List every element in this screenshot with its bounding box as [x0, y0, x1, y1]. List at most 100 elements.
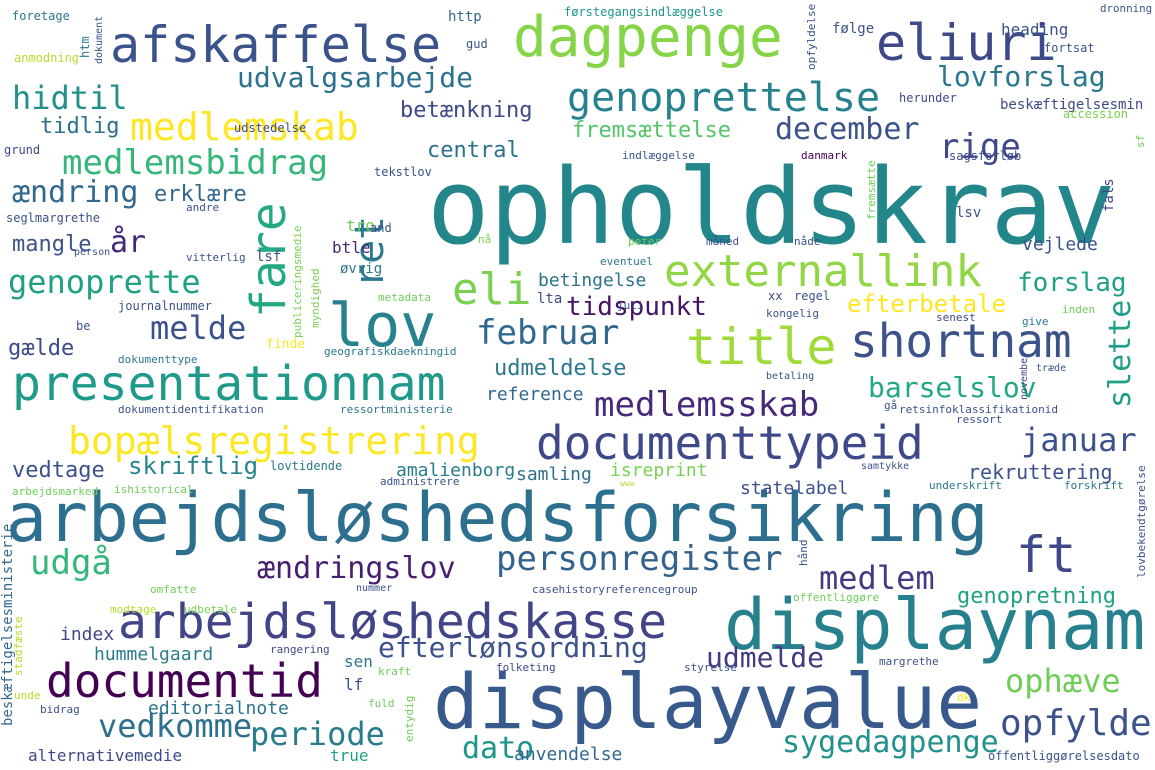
word-tekstlov: tekstlov — [374, 165, 432, 179]
word-geografiskdaekningid: geografiskdaekningid — [324, 345, 457, 358]
word-opfylde: opfylde — [1000, 703, 1152, 744]
word-barselslov: barselslov — [868, 371, 1037, 404]
word-nade: nåde — [794, 235, 821, 248]
word-december: december — [775, 112, 920, 147]
word-eliuri: eliuri — [876, 14, 1057, 72]
word-www: www — [620, 479, 635, 488]
word-mangle: mangle — [12, 232, 92, 257]
word-title: title — [686, 318, 837, 376]
word-stadfaeste: stadfæste — [12, 616, 25, 676]
word-lov: lov — [328, 291, 437, 361]
word-folketing: folketing — [496, 661, 556, 674]
word-sagsforlob: sagsforløb — [949, 149, 1022, 163]
word-anmodning: anmodning — [14, 51, 80, 65]
word-retsinfoklassifikationid: retsinfoklassifikationid — [899, 403, 1058, 416]
word-presentationnam: presentationnam — [12, 356, 446, 412]
word-opfyldelse: opfyldelse — [805, 3, 818, 70]
word-offentliggore: offentliggøre — [793, 591, 880, 604]
word-efterlonsordning: efterlønsordning — [378, 631, 648, 664]
word-ressort: ressort — [956, 413, 1003, 426]
word-dk: dk — [957, 691, 971, 704]
word-editorialnote: editorialnote — [148, 698, 289, 719]
word-documenttypeid: documenttypeid — [536, 416, 924, 470]
word-http: http — [448, 9, 482, 25]
word-udga: udgå — [30, 543, 112, 583]
word-kongelig: kongelig — [766, 307, 819, 320]
word-udmelde: udmelde — [706, 641, 825, 674]
word-grund: grund — [4, 143, 41, 157]
word-januar: januar — [1021, 421, 1137, 459]
word-person: person — [74, 247, 111, 258]
word-amalienborg: amalienborg — [396, 460, 516, 481]
word-forstegangsindlaeggelse: førstegangsindlæggelse — [564, 5, 723, 19]
word-be: be — [76, 319, 91, 333]
word-styrelse: styrelse — [684, 661, 737, 674]
word-xx: xx — [768, 289, 783, 303]
word-genoprette: genoprette — [8, 263, 201, 301]
word-margrethe: margrethe — [879, 655, 939, 668]
word-eli: eli — [452, 264, 532, 315]
word-udmeldelse: udmeldelse — [494, 356, 627, 381]
word-seglmargrethe: seglmargrethe — [6, 211, 100, 225]
word-ga: gå — [884, 399, 898, 412]
word-metadata: metadata — [378, 291, 431, 304]
word-documentid: documentid — [46, 654, 323, 708]
word-gud: gud — [466, 37, 488, 51]
word-ishistorical: ishistorical — [114, 483, 194, 496]
word-februar: februar — [476, 313, 620, 353]
word-udvalgsarbejde: udvalgsarbejde — [237, 61, 474, 94]
word-periode: periode — [250, 715, 385, 753]
word-central: central — [427, 138, 520, 163]
word-fortsat: fortsat — [1044, 41, 1095, 55]
word-udbetale: udbetale — [184, 603, 237, 616]
word-traede: træde — [1036, 363, 1067, 374]
word-fals: fals — [1101, 178, 1117, 212]
word-anvendelse: anvendelse — [514, 744, 623, 765]
word-lf: lf — [344, 675, 364, 694]
word-vejlede: vejlede — [1022, 234, 1098, 255]
word-hidtil: hidtil — [12, 79, 128, 117]
word-accession: accession — [1063, 107, 1129, 121]
word-arbejdsloshedskasse: arbejdsløshedskasse — [118, 594, 668, 650]
word-samtykke: samtykke — [861, 461, 910, 472]
word-dronning: dronning — [1100, 2, 1153, 15]
word-fremsaette: fremsætte — [865, 160, 878, 220]
word-gaelde: gælde — [8, 336, 75, 361]
word-sf: sf — [1134, 134, 1147, 148]
word-ovrig: øvrig — [340, 261, 383, 277]
word-fuld: fuld — [368, 697, 395, 710]
word-skriftlig: skriftlig — [128, 452, 259, 480]
word-myndighed: myndighed — [309, 268, 322, 328]
word-danmark: danmark — [801, 149, 848, 162]
word-nummer: nummer — [356, 583, 393, 594]
word-tidspunkt: tidspunkt — [566, 292, 707, 322]
word-dokument: dokument — [94, 15, 105, 64]
word-hummelgaard: hummelgaard — [94, 644, 214, 665]
word-reference: reference — [486, 384, 584, 405]
word-btle: btle — [332, 238, 371, 257]
word-aendring: ændring — [12, 175, 139, 210]
word-ophaeve: ophæve — [1005, 662, 1121, 700]
word-dagpenge: dagpenge — [513, 5, 783, 70]
word-udstedelse: udstedelse — [234, 121, 307, 135]
word-arbejdsmarked: arbejdsmarked — [12, 485, 99, 498]
word-haand: hånd — [797, 539, 810, 567]
word-lovtidende: lovtidende — [270, 459, 343, 473]
word-give: give — [1022, 315, 1049, 328]
word-medlemsbidrag: medlemsbidrag — [62, 143, 329, 183]
word-externallink: externallink — [664, 246, 982, 297]
word-ft: ft — [1016, 526, 1077, 584]
word-medlemsskab: medlemsskab — [594, 385, 820, 425]
word-opholdskrav: opholdskrav — [427, 146, 1116, 268]
word-inden: inden — [1062, 303, 1096, 316]
word-underskrift: underskrift — [929, 479, 1002, 492]
word-ressortministerie: ressortministerie — [340, 403, 453, 416]
word-efterbetale: efterbetale — [847, 290, 1006, 318]
word-kraft: kraft — [378, 665, 412, 678]
word-vitterlig: vitterlig — [186, 251, 246, 264]
word-offentliggorelsesdato: offentliggørelsesdato — [988, 749, 1140, 763]
word-lsv: lsv — [956, 205, 982, 221]
word-andre: andre — [186, 201, 220, 214]
word-rekruttering: rekruttering — [968, 460, 1113, 484]
